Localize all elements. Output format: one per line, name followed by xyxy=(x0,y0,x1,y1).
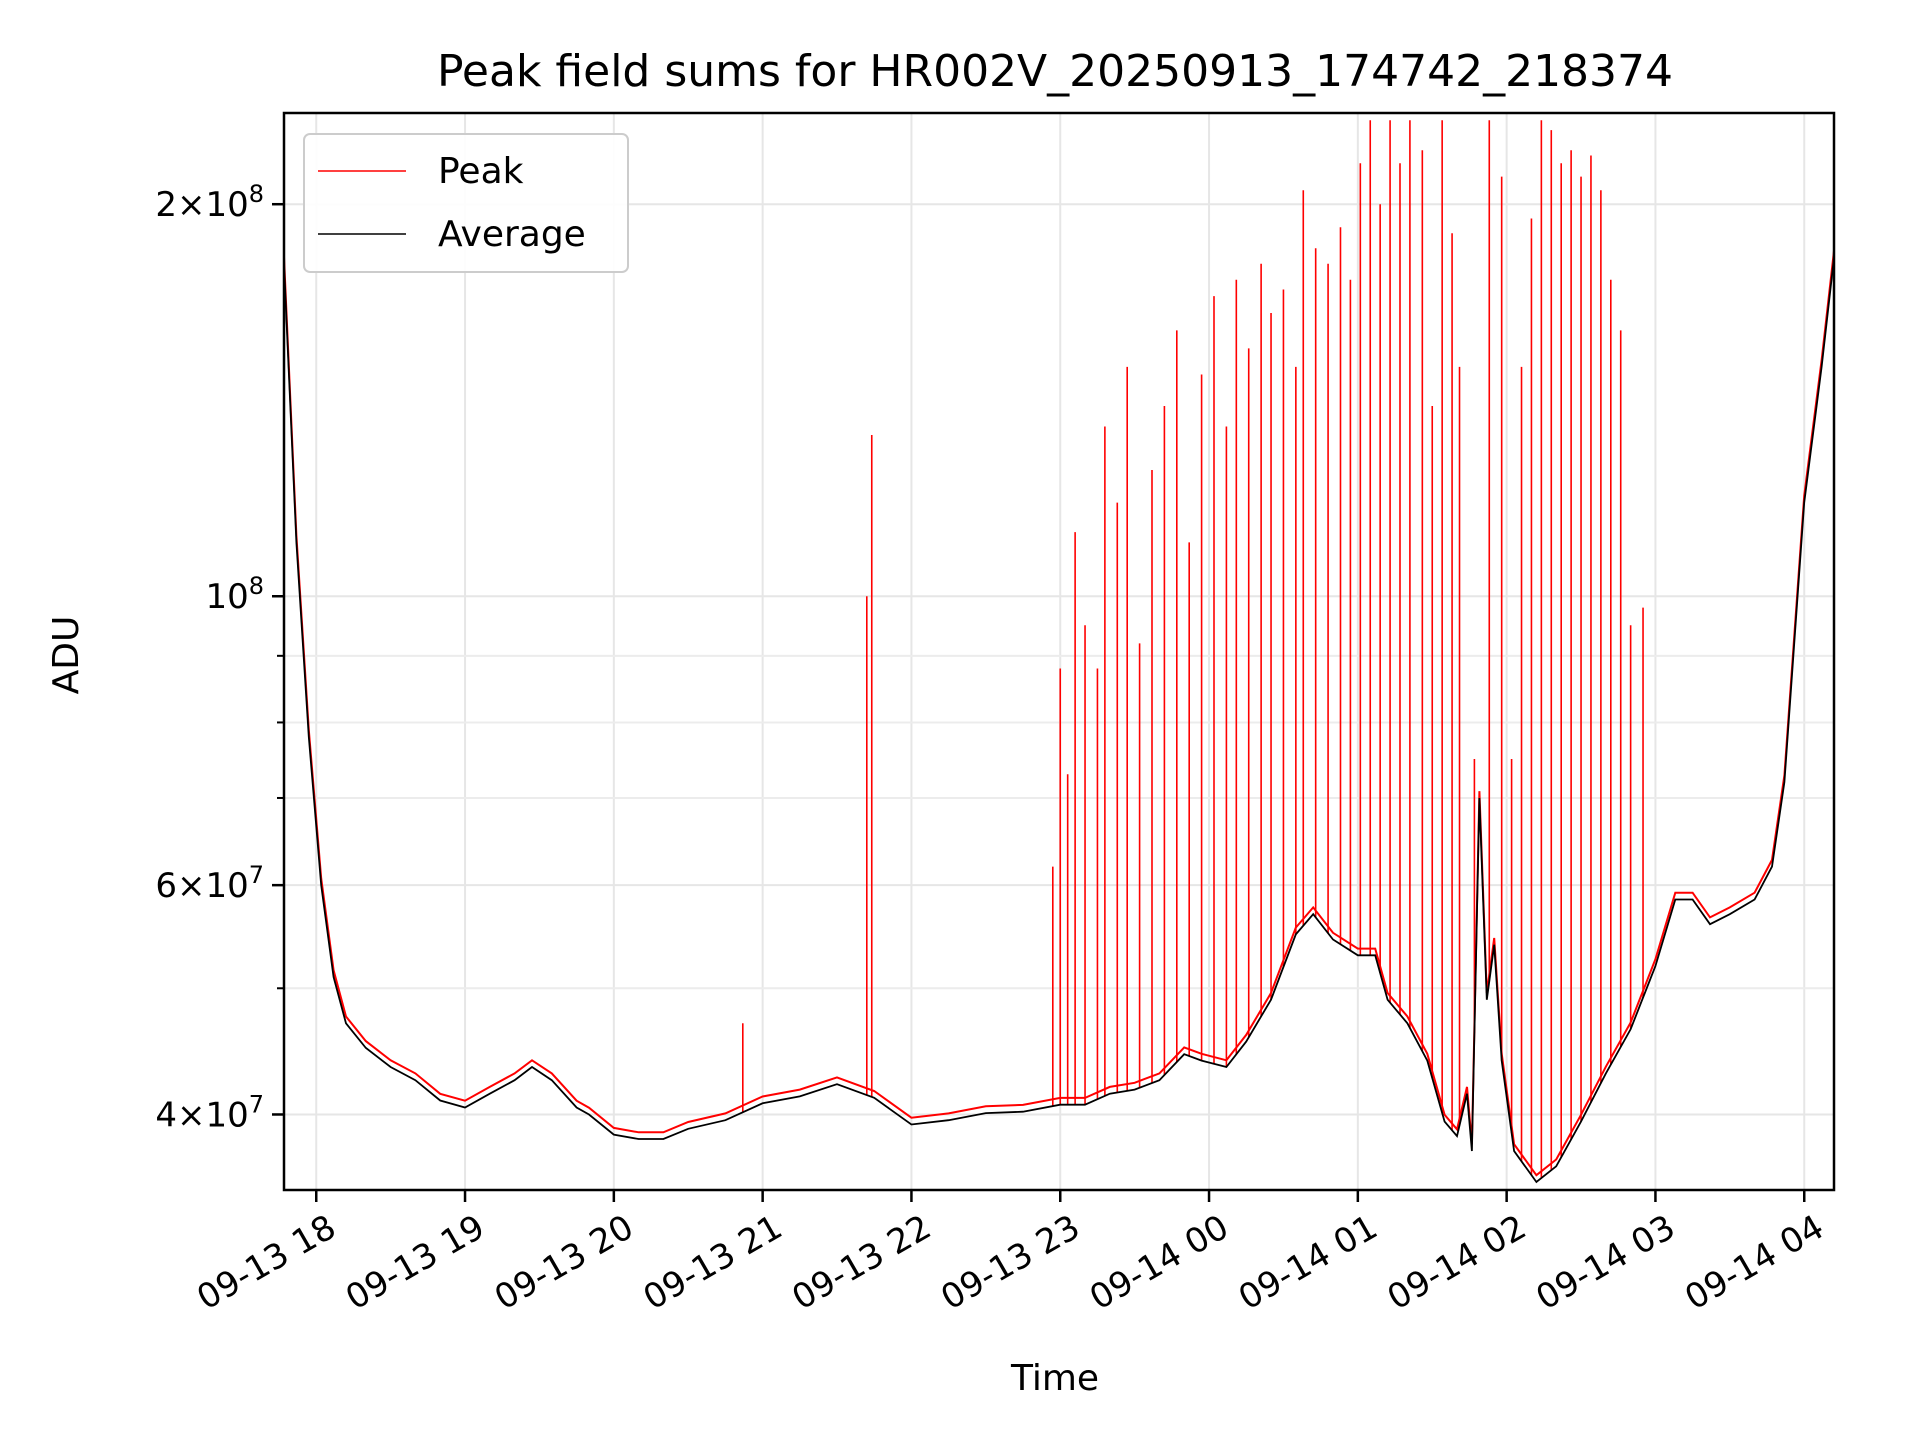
plot-area xyxy=(284,120,1834,1184)
peak-series xyxy=(284,120,1834,1179)
y-tick-label: 6×107 xyxy=(155,861,264,906)
y-tick-label: 4×107 xyxy=(155,1090,264,1135)
y-axis-title: ADU xyxy=(46,616,87,695)
y-tick-label: 108 xyxy=(205,572,264,617)
peak-line xyxy=(284,250,1834,1177)
legend: Peak Average xyxy=(303,133,629,273)
chart-title: Peak field sums for HR002V_20250913_1747… xyxy=(437,46,1673,97)
legend-peak-label: Peak xyxy=(438,151,524,192)
grid xyxy=(284,113,1834,1190)
legend-box xyxy=(303,133,629,273)
y-axis: 4×107 6×107 108 2×108 xyxy=(155,180,284,1135)
legend-average-label: Average xyxy=(438,214,586,255)
average-line xyxy=(284,257,1834,1184)
y-tick-label: 2×108 xyxy=(155,180,264,225)
x-axis-title: Time xyxy=(1010,1358,1099,1399)
